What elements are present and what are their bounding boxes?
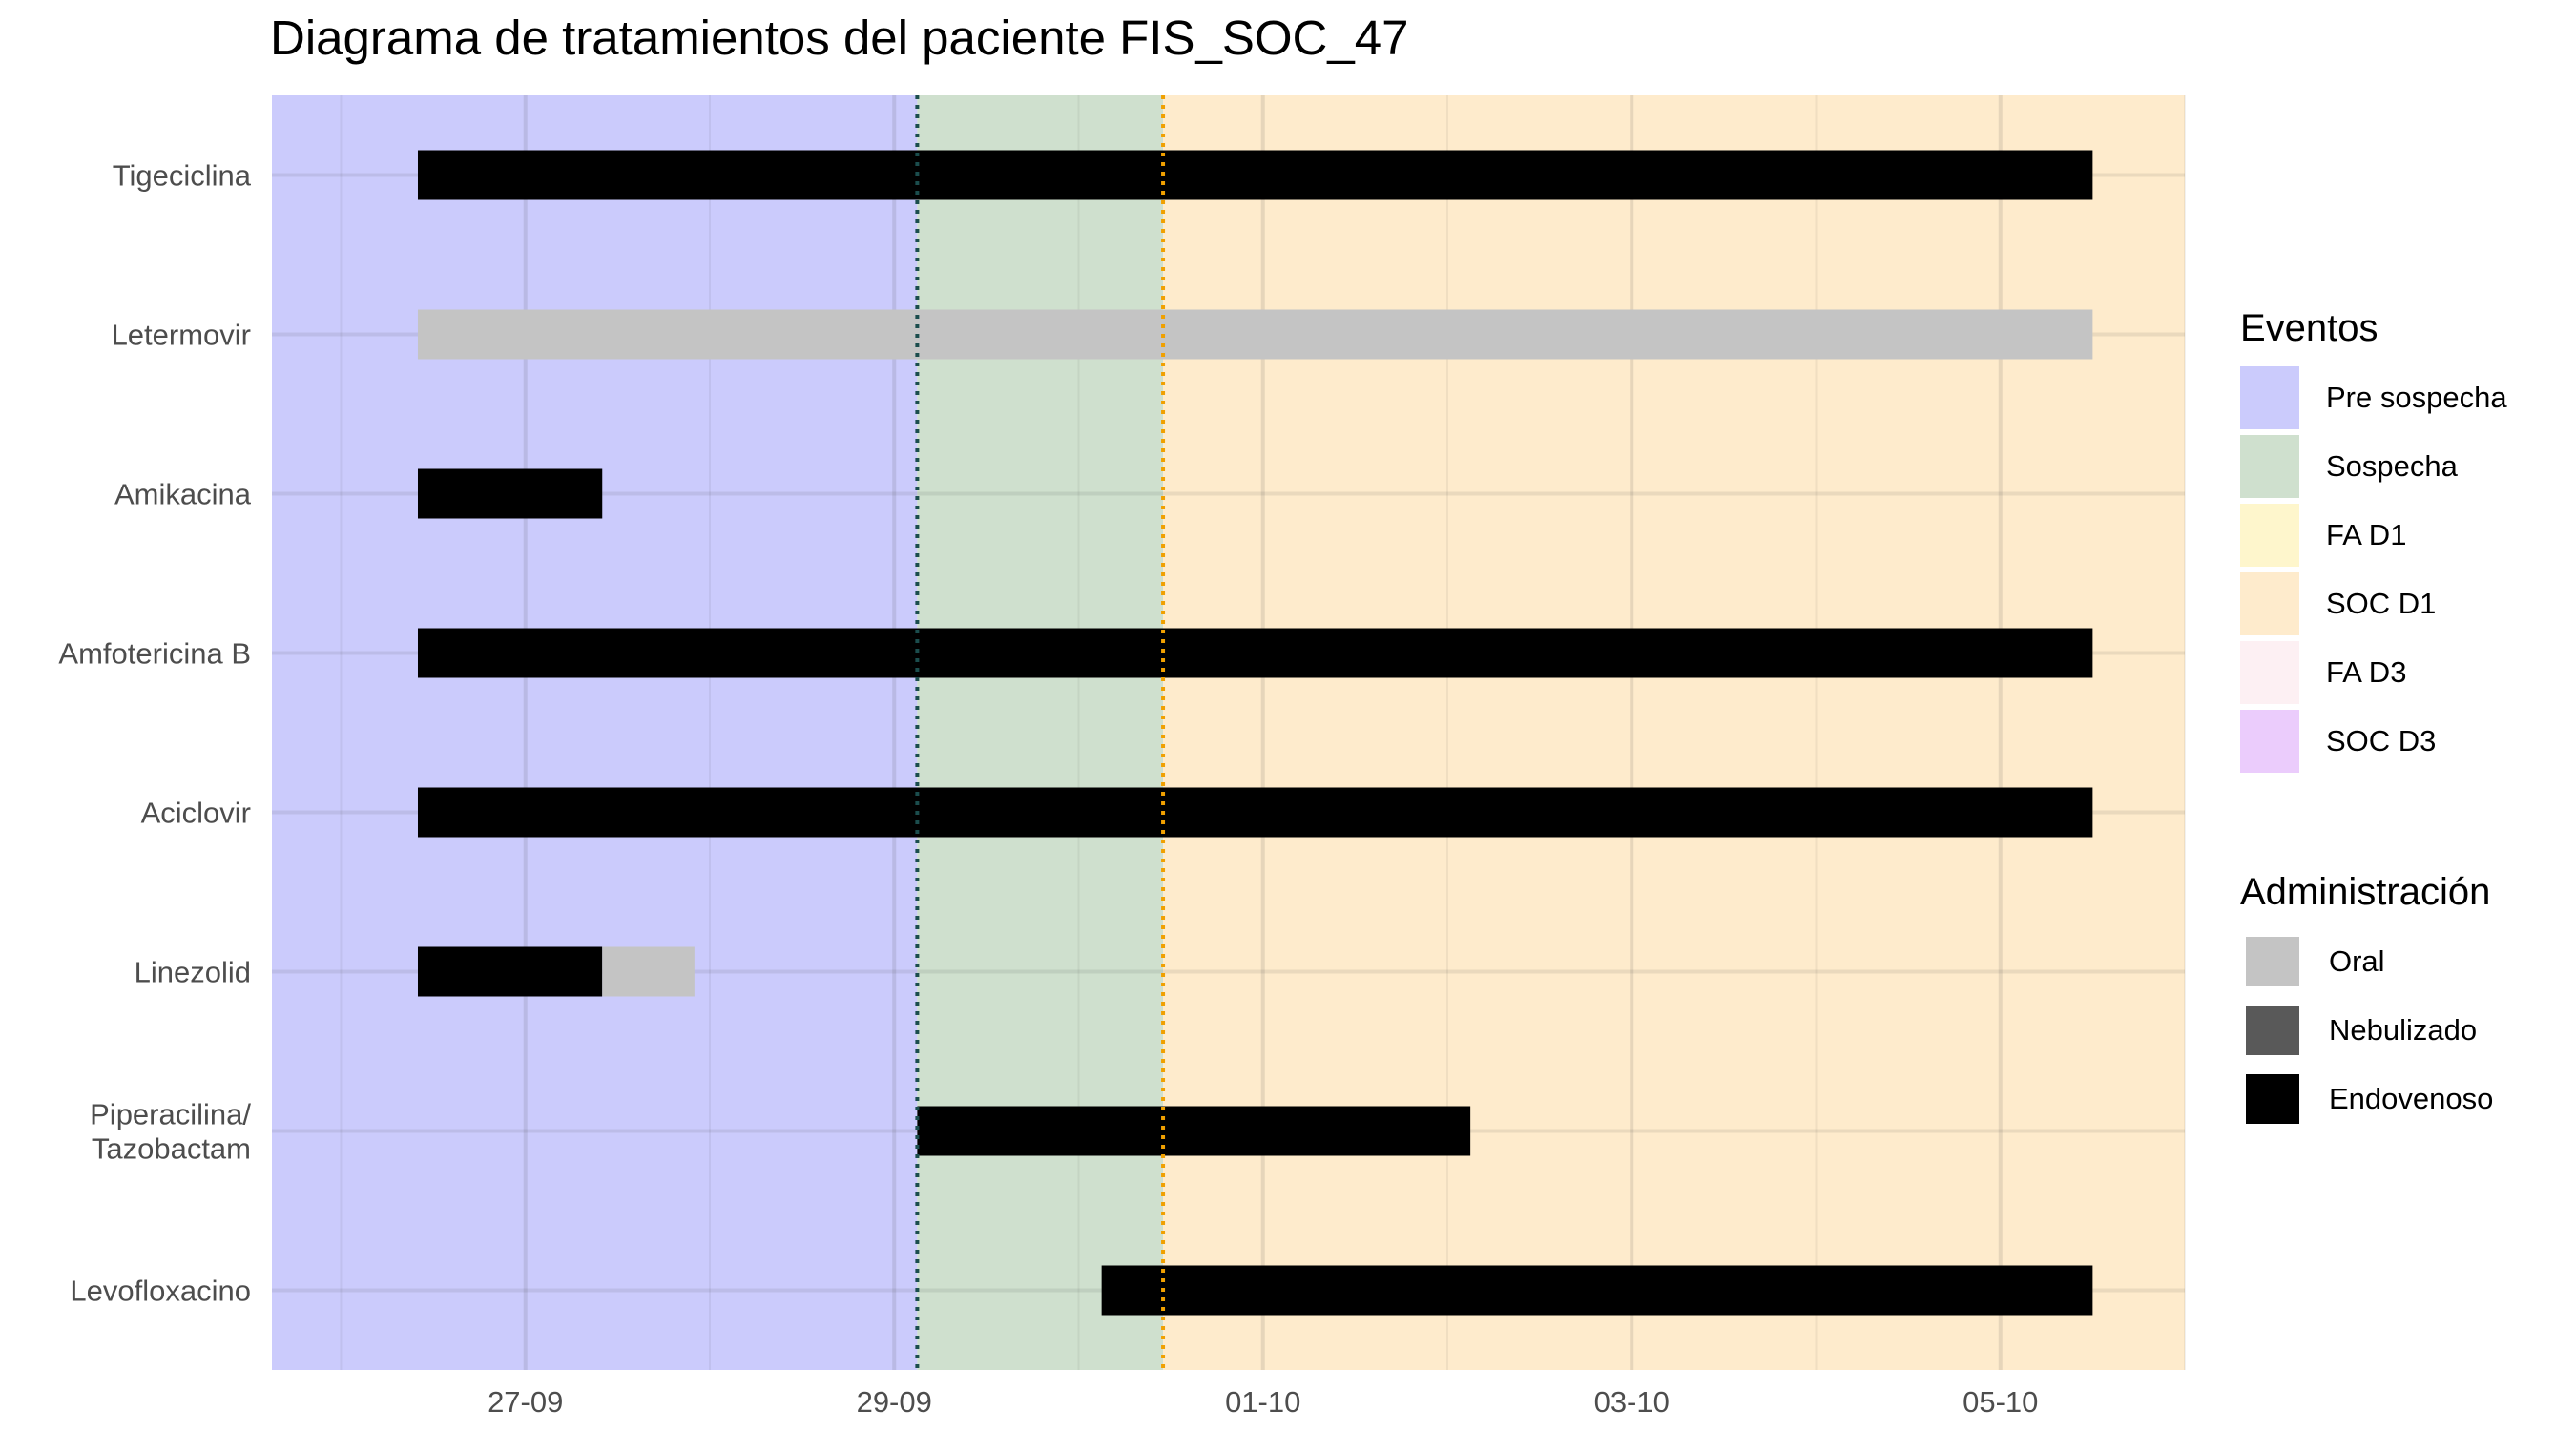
treatment-bar (417, 946, 603, 997)
y-tick-label: Piperacilina/Tazobactam (90, 1097, 251, 1165)
period-band-1 (917, 95, 1164, 1370)
legend-swatch (2240, 366, 2299, 429)
legend-label: SOC D3 (2326, 724, 2437, 757)
x-tick-label: 03-10 (1594, 1385, 1670, 1419)
legend-item: Sospecha (2240, 432, 2507, 501)
period-band-2 (1163, 95, 2185, 1370)
y-tick-label: Linezolid (135, 955, 251, 988)
legend-swatch (2246, 1074, 2299, 1124)
legend-swatch (2240, 572, 2299, 635)
legend-item: FA D1 (2240, 501, 2507, 570)
legend-item: Oral (2240, 927, 2493, 996)
legend-label: Nebulizado (2329, 1013, 2478, 1047)
treatment-bar (417, 468, 603, 519)
legend-item: Endovenoso (2240, 1065, 2493, 1133)
legend-administracion-title: Administración (2240, 871, 2491, 913)
y-tick-label: Tigeciclina (113, 158, 252, 192)
legend-item: Pre sospecha (2240, 363, 2507, 432)
x-tick-label: 27-09 (488, 1385, 563, 1419)
legend-swatch (2240, 641, 2299, 704)
legend-swatch (2240, 710, 2299, 773)
legend-swatch (2240, 435, 2299, 498)
legend-label: Oral (2329, 944, 2385, 978)
legend-label: Sospecha (2326, 449, 2458, 483)
chart-title: Diagrama de tratamientos del paciente FI… (270, 10, 1409, 65)
legend-swatch (2246, 937, 2299, 986)
legend-eventos-title: Eventos (2240, 307, 2379, 349)
legend-swatch (2246, 1006, 2299, 1055)
treatment-bar (602, 946, 695, 997)
treatment-bar (417, 787, 2093, 838)
legend-item: SOC D1 (2240, 570, 2507, 638)
y-tick-label: Letermovir (112, 318, 251, 351)
y-tick-label: Aciclovir (141, 796, 251, 829)
legend-label: FA D3 (2326, 655, 2407, 689)
treatment-bar (417, 150, 2093, 200)
legend-label: Endovenoso (2329, 1082, 2494, 1115)
x-tick-label: 01-10 (1225, 1385, 1300, 1419)
period-band-0 (272, 95, 918, 1370)
legend-label: FA D1 (2326, 518, 2407, 551)
x-tick-label: 29-09 (857, 1385, 932, 1419)
y-tick-label: Levofloxacino (70, 1274, 251, 1307)
legend-item: FA D3 (2240, 638, 2507, 707)
treatment-bar (917, 1106, 1471, 1156)
legend-administracion: Administración Oral Nebulizado Endovenoso (2240, 871, 2493, 1133)
y-tick-label: Amikacina (114, 477, 252, 510)
treatment-bar (1101, 1265, 2093, 1316)
x-tick-label: 05-10 (1963, 1385, 2038, 1419)
legend-label: Pre sospecha (2326, 381, 2507, 414)
legend-swatch (2240, 504, 2299, 567)
y-tick-label: Amfotericina B (58, 636, 251, 670)
treatment-bar (417, 309, 2093, 360)
treatment-bar (417, 628, 2093, 678)
legend-eventos: Eventos Pre sospecha Sospecha FA D1 SOC D1 F… (2240, 307, 2507, 776)
legend-item: Nebulizado (2240, 996, 2493, 1065)
legend-item: SOC D3 (2240, 707, 2507, 776)
legend-label: SOC D1 (2326, 587, 2437, 620)
